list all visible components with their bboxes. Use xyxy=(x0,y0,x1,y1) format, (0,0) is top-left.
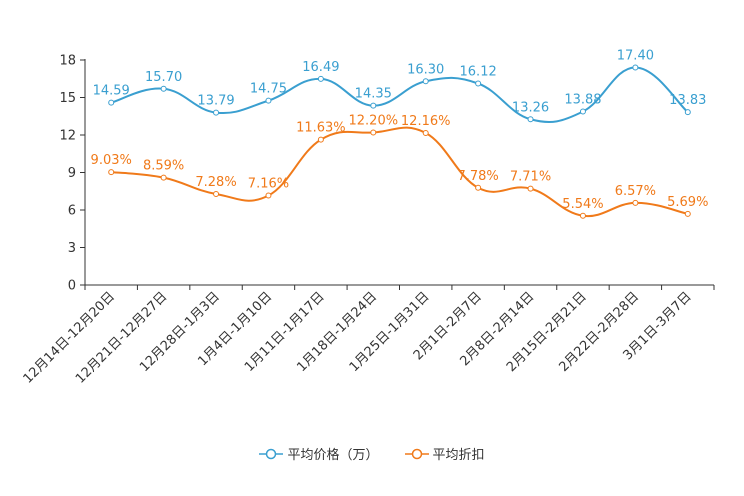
x-tick-label: 12月21日-12月27日 xyxy=(73,289,170,386)
data-point-price[interactable] xyxy=(317,75,324,82)
data-label-discount: 7.16% xyxy=(248,177,289,192)
data-label-discount: 12.20% xyxy=(349,114,399,129)
y-tick-label: 15 xyxy=(59,91,76,106)
legend-item-price[interactable]: 平均价格（万） xyxy=(259,444,379,463)
data-label-price: 13.26 xyxy=(512,100,549,115)
y-tick-label: 6 xyxy=(68,204,76,219)
legend-price-marker xyxy=(259,448,284,459)
data-label-discount: 7.71% xyxy=(510,170,551,185)
series-group: 14.59 15.70 13.79 14.75 16.49 14.35 16.30 16.12… xyxy=(91,49,708,219)
y-tick-label: 3 xyxy=(68,241,76,256)
data-label-price: 13.79 xyxy=(197,94,234,109)
data-point-discount[interactable] xyxy=(317,136,324,143)
data-point-price[interactable] xyxy=(370,102,377,109)
y-axis-ticks: 0 3 6 9 12 15 18 xyxy=(59,54,85,294)
series-discount: 9.03% 8.59% 7.28% 7.16% 11.63% 12.20% 12.16% 7.… xyxy=(91,114,708,219)
data-label-price: 17.40 xyxy=(617,49,654,64)
y-tick-label: 12 xyxy=(59,129,76,144)
data-point-discount[interactable] xyxy=(265,192,272,199)
x-tick-label: 12月14日-12月20日 xyxy=(21,289,118,386)
data-label-price: 13.83 xyxy=(669,93,706,108)
data-label-discount: 9.03% xyxy=(91,153,132,168)
data-label-price: 15.70 xyxy=(145,70,182,85)
legend-discount-marker xyxy=(404,448,429,459)
x-axis-ticks: 12月14日-12月20日12月21日-12月27日12月28日-1月3日1月4… xyxy=(21,285,715,387)
data-point-price[interactable] xyxy=(265,97,272,104)
data-label-price: 16.12 xyxy=(460,65,497,80)
data-point-price[interactable] xyxy=(579,108,586,115)
data-point-discount[interactable] xyxy=(213,191,220,197)
data-point-discount[interactable] xyxy=(108,169,115,176)
data-point-discount[interactable] xyxy=(632,199,639,206)
data-label-price: 13.88 xyxy=(564,93,601,108)
series-line-price xyxy=(110,66,689,123)
data-label-price: 16.49 xyxy=(302,60,339,75)
y-tick-label: 9 xyxy=(68,166,76,181)
data-label-price: 16.30 xyxy=(407,62,444,77)
data-point-discount[interactable] xyxy=(160,174,167,181)
data-point-price[interactable] xyxy=(160,85,167,92)
data-label-discount: 11.63% xyxy=(296,121,346,136)
data-label-discount: 8.59% xyxy=(143,159,184,174)
legend: 平均价格（万） 平均折扣 xyxy=(0,444,744,463)
legend-item-discount[interactable]: 平均折扣 xyxy=(404,444,485,463)
data-label-discount: 6.57% xyxy=(615,184,656,199)
data-point-discount[interactable] xyxy=(422,130,429,136)
data-point-discount[interactable] xyxy=(527,185,534,192)
data-point-price[interactable] xyxy=(684,109,691,116)
data-point-discount[interactable] xyxy=(370,129,377,136)
data-point-price[interactable] xyxy=(422,78,429,85)
data-point-price[interactable] xyxy=(632,64,639,71)
y-tick-label: 0 xyxy=(68,279,76,294)
data-label-discount: 5.54% xyxy=(562,197,603,212)
data-label-discount: 5.69% xyxy=(667,195,708,210)
data-label-discount: 12.16% xyxy=(401,114,451,129)
legend-price-label: 平均价格（万） xyxy=(287,448,379,463)
data-label-discount: 7.78% xyxy=(457,169,498,184)
data-label-price: 14.35 xyxy=(355,87,392,102)
series-price: 14.59 15.70 13.79 14.75 16.49 14.35 16.30 16.12… xyxy=(93,49,706,123)
legend-discount-label: 平均折扣 xyxy=(432,448,485,463)
data-point-price[interactable] xyxy=(475,80,482,87)
data-point-discount[interactable] xyxy=(684,210,691,217)
data-point-price[interactable] xyxy=(527,116,534,123)
data-point-discount[interactable] xyxy=(579,212,586,219)
data-point-discount[interactable] xyxy=(475,184,482,191)
data-label-discount: 7.28% xyxy=(195,175,236,190)
data-point-price[interactable] xyxy=(108,99,115,106)
y-tick-label: 18 xyxy=(59,54,76,69)
data-label-price: 14.75 xyxy=(250,82,287,97)
data-point-price[interactable] xyxy=(213,109,220,116)
data-label-price: 14.59 xyxy=(93,84,130,99)
